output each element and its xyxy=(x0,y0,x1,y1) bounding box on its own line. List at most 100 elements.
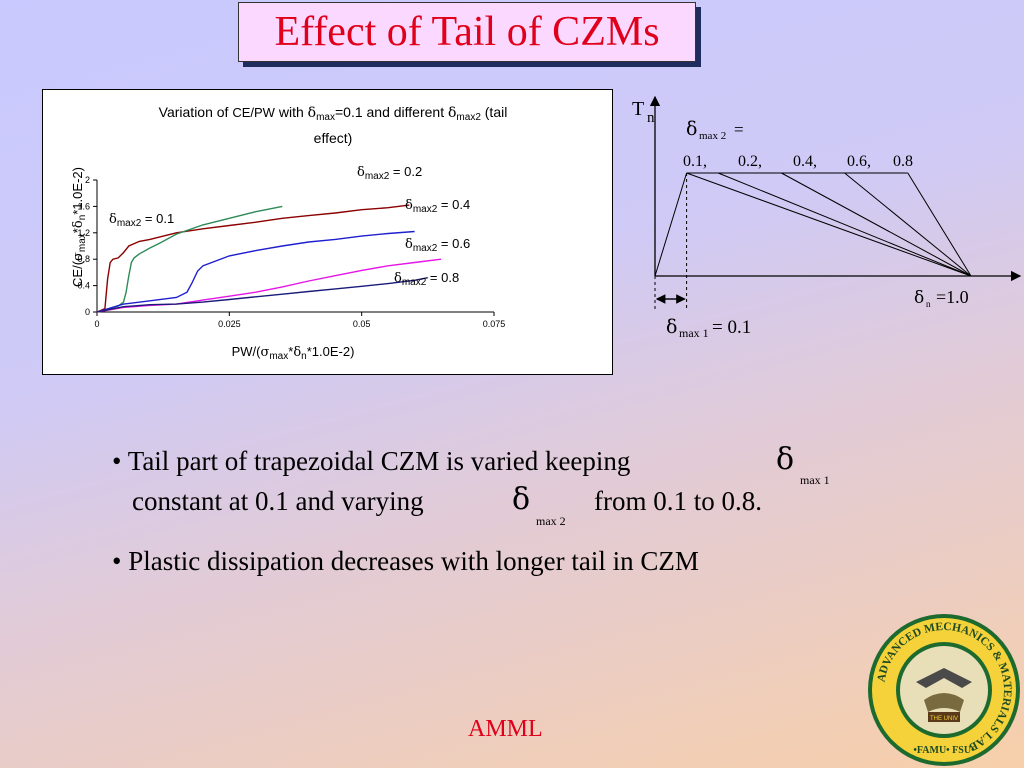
series-label-0.4-val: = 0.4 xyxy=(437,197,471,212)
chart-title-delta2: δ xyxy=(447,105,457,121)
series-label-0.2-delta: δ xyxy=(357,165,365,180)
dn-eq: =1.0 xyxy=(936,287,969,307)
x-label-delta: δ xyxy=(293,345,302,360)
series-label-0.1-delta: δ xyxy=(109,212,117,227)
footer-amml: AMML xyxy=(468,716,543,742)
y-tick-label: 2 xyxy=(85,175,90,185)
x-label-p1: PW/( xyxy=(231,344,261,359)
dmax2-eq: = xyxy=(734,120,744,139)
series-label-0.6-sub: max2 xyxy=(412,243,438,254)
y-label-sub2: n xyxy=(77,214,88,221)
amml-logo-seal: ADVANCED MECHANICS & MATERIALS LAB •FAMU… xyxy=(868,614,1020,766)
y-tick-label: 1.2 xyxy=(77,228,90,238)
series-label-0.4-sub: max2 xyxy=(412,204,438,215)
series-line-1 xyxy=(96,205,283,313)
tn-sub: n xyxy=(647,110,655,126)
x-label-p2: * xyxy=(288,344,294,359)
dmax2-symbol: δ xyxy=(686,118,697,140)
series-label-0.2-val: = 0.2 xyxy=(389,164,423,179)
chart-title: Variation of CE/PW with δmax=0.1 and dif… xyxy=(83,102,583,148)
x-label-p3: *1.0E-2) xyxy=(306,344,355,359)
series-label-0.6-val: = 0.6 xyxy=(437,236,471,251)
series-label-0.8-val: = 0.8 xyxy=(426,270,460,285)
y-label-sub1: max xyxy=(77,233,88,253)
chart-title-p5: (tail xyxy=(480,104,508,120)
chart-title-delta: δ xyxy=(307,105,317,121)
x-tick-label: 0.025 xyxy=(218,319,241,329)
tail-value-0: 0.1, xyxy=(683,153,707,170)
chart-title-p1: Variation of xyxy=(158,104,233,120)
y-axis-label: CE/(σmax*δn*1.0E-2) xyxy=(70,127,88,327)
bullet-1-text-part3: from 0.1 to 0.8. xyxy=(594,486,762,516)
series-line-2 xyxy=(96,230,415,313)
series-label-0.8-sub: max2 xyxy=(401,277,427,288)
y-label-delta: δ xyxy=(71,220,86,229)
dmax1-symbol: δ xyxy=(666,316,677,338)
chart-plot: 0 0.4 0.8 1.2 1.6 2 0 0.025 0.05 0.075 xyxy=(77,175,506,329)
series-label-0.1-val: = 0.1 xyxy=(141,211,175,226)
traction-separation-schematic: T n δ max 2 = 0.1, 0.2, 0.4, 0.6, 0.8 δ … xyxy=(632,95,1022,340)
x-tick-label: 0.05 xyxy=(353,319,371,329)
schematic-tail-line-0 xyxy=(686,172,972,277)
dmax1-sub: max 1 xyxy=(679,326,709,340)
chart-title-sub-max2: max2 xyxy=(456,112,481,123)
y-label-p1: CE/( xyxy=(70,260,85,287)
slide-title-box: Effect of Tail of CZMs xyxy=(238,2,696,62)
chart-title-sub-max: max xyxy=(316,112,335,123)
bullet-1-text-part2: constant at 0.1 and varying xyxy=(132,486,424,516)
y-label-sigma: σ xyxy=(71,252,86,261)
tail-value-1: 0.2, xyxy=(738,153,762,170)
series-line-4 xyxy=(96,277,428,313)
bullet-1-line-1: • Tail part of trapezoidal CZM is varied… xyxy=(112,446,631,476)
x-label-sub2: n xyxy=(301,351,307,362)
tail-value-2: 0.4, xyxy=(793,153,817,170)
x-label-sigma: σ xyxy=(260,345,270,360)
y-tick-label: 0 xyxy=(85,307,90,317)
series-line-0 xyxy=(96,204,410,313)
y-tick-label: 0.4 xyxy=(77,281,90,291)
y-label-p2: * xyxy=(70,228,85,234)
tn-label: T xyxy=(632,98,644,120)
slide-title: Effect of Tail of CZMs xyxy=(274,9,660,55)
series-label-0.2-sub: max2 xyxy=(364,171,390,182)
schematic-tail-line-1 xyxy=(718,172,972,277)
chart-title-p3: with xyxy=(274,104,308,120)
bullet-1-sub1: max 1 xyxy=(800,473,830,487)
series-label-0.8-delta: δ xyxy=(394,271,402,286)
y-label-p3: *1.0E-2) xyxy=(70,167,85,215)
series-label-0.6-delta: δ xyxy=(405,237,413,252)
schematic-tail-line-4 xyxy=(907,172,972,277)
dn-symbol: δ xyxy=(914,288,924,308)
series-label-0.2: δmax2 = 0.2 xyxy=(357,164,422,182)
series-label-0.6: δmax2 = 0.6 xyxy=(405,236,470,254)
bullet-1-delta2: δ xyxy=(512,482,531,517)
chart-panel: Variation of CE/PW with δmax=0.1 and dif… xyxy=(42,89,613,375)
tail-value-3: 0.6, xyxy=(847,153,871,170)
series-label-0.1-sub: max2 xyxy=(116,218,142,229)
bullet-1: • Tail part of trapezoidal CZM is varied… xyxy=(112,440,912,528)
chart-title-p2: CE/PW xyxy=(232,105,275,120)
y-tick-label: 0.8 xyxy=(77,254,90,264)
schematic-tail-line-2 xyxy=(781,172,972,277)
series-label-0.4-delta: δ xyxy=(405,198,413,213)
bullet-2-text: Plastic dissipation decreases with longe… xyxy=(128,546,699,576)
bullet-1-delta1: δ xyxy=(776,442,795,477)
dmax2-sub: max 2 xyxy=(699,130,726,142)
logo-emblem-icon xyxy=(924,693,964,712)
logo-jet-icon xyxy=(916,668,972,688)
chart-title-p6: effect) xyxy=(313,130,353,146)
logo-banner xyxy=(928,712,960,722)
bullet-list: • Tail part of trapezoidal CZM is varied… xyxy=(112,440,912,576)
series-label-0.1: δmax2 = 0.1 xyxy=(109,211,174,229)
logo-center xyxy=(900,646,988,734)
x-tick-label: 0 xyxy=(94,319,99,329)
dn-sub: n xyxy=(926,299,931,309)
series-line-3 xyxy=(96,258,442,313)
x-label-sub1: max xyxy=(269,351,289,362)
chart-title-p4: =0.1 and different xyxy=(334,104,448,120)
x-tick-label: 0.075 xyxy=(483,319,506,329)
bullet-1-sub2: max 2 xyxy=(536,514,566,528)
tail-value-4: 0.8 xyxy=(893,153,913,170)
y-tick-label: 1.6 xyxy=(77,201,90,211)
bullet-1-text-part1: Tail part of trapezoidal CZM is varied k… xyxy=(127,446,631,476)
